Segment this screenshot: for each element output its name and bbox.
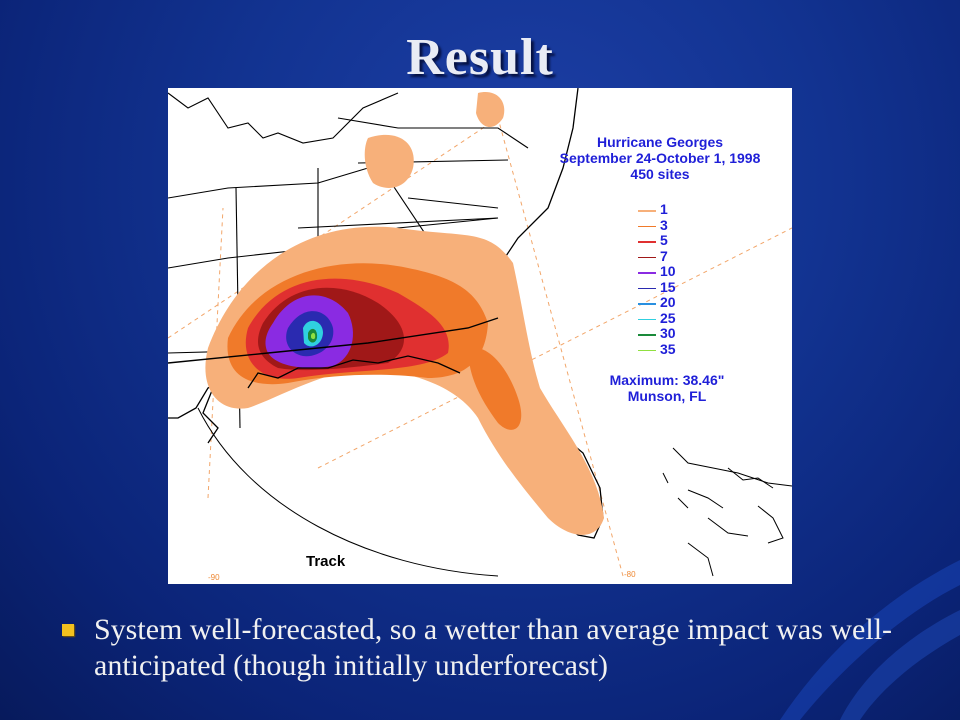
legend-row: 15: [638, 278, 718, 296]
legend-swatch: [638, 318, 656, 320]
legend-row: 7: [638, 247, 718, 265]
bullet-list: System well-forecasted, so a wetter than…: [62, 612, 922, 684]
lon-label: -80: [624, 570, 636, 579]
legend-row: 25: [638, 309, 718, 327]
map-title-line: September 24-October 1, 1998: [559, 150, 761, 166]
legend-swatch: [638, 272, 656, 274]
bullet-text: System well-forecasted, so a wetter than…: [94, 613, 893, 682]
legend-row: 5: [638, 232, 718, 249]
legend-label: 20: [660, 294, 676, 310]
gulf-coast-outline: [247, 355, 461, 389]
legend-swatch: [638, 241, 656, 243]
bullet-item: System well-forecasted, so a wetter than…: [62, 612, 922, 684]
maximum-note: Maximum: 38.46" Munson, FL: [572, 372, 762, 404]
map-title: Hurricane Georges September 24-October 1…: [528, 134, 792, 182]
bullet-square-icon: [62, 624, 74, 636]
legend-label: 5: [660, 232, 668, 248]
legend-label: 1: [660, 201, 668, 217]
slide-title: Result: [406, 29, 554, 86]
legend-swatch: [638, 210, 656, 212]
legend-label: 7: [660, 247, 668, 264]
legend-row: 35: [638, 340, 718, 358]
legend-row: 3: [638, 216, 718, 234]
legend-label: 10: [660, 263, 676, 279]
legend-row: 30: [638, 325, 718, 342]
map-graphic: [168, 88, 792, 577]
legend-row: 1: [638, 201, 718, 218]
legend-label: 30: [660, 325, 676, 341]
map-title-line: Hurricane Georges: [596, 134, 724, 150]
legend-label: 3: [660, 216, 668, 233]
gulf-boundary: [197, 407, 499, 577]
legend-swatch: [638, 303, 656, 305]
legend-swatch: [638, 256, 656, 258]
legend-swatch: [638, 225, 656, 227]
map-title-line: 450 sites: [630, 166, 690, 182]
rainfall-map: Hurricane Georges September 24-October 1…: [168, 88, 792, 584]
islands: [662, 447, 792, 577]
legend-swatch: [638, 287, 656, 289]
legend-row: 10: [638, 263, 718, 280]
lon-label: -90: [208, 573, 220, 582]
legend-label: 15: [660, 278, 676, 295]
storm-track: [168, 317, 499, 364]
maximum-location: Munson, FL: [627, 388, 707, 404]
rainfall-contours: [205, 92, 605, 535]
legend-label: 35: [660, 340, 676, 357]
legend-swatch: [638, 349, 656, 351]
map-legend: 1 3 5 7 10 15 20 25 30 35: [638, 201, 718, 358]
legend-row: 20: [638, 294, 718, 311]
track-label: Track: [306, 553, 346, 570]
maximum-value: Maximum: 38.46": [609, 372, 725, 388]
legend-label: 25: [660, 309, 676, 326]
legend-swatch: [638, 334, 656, 336]
